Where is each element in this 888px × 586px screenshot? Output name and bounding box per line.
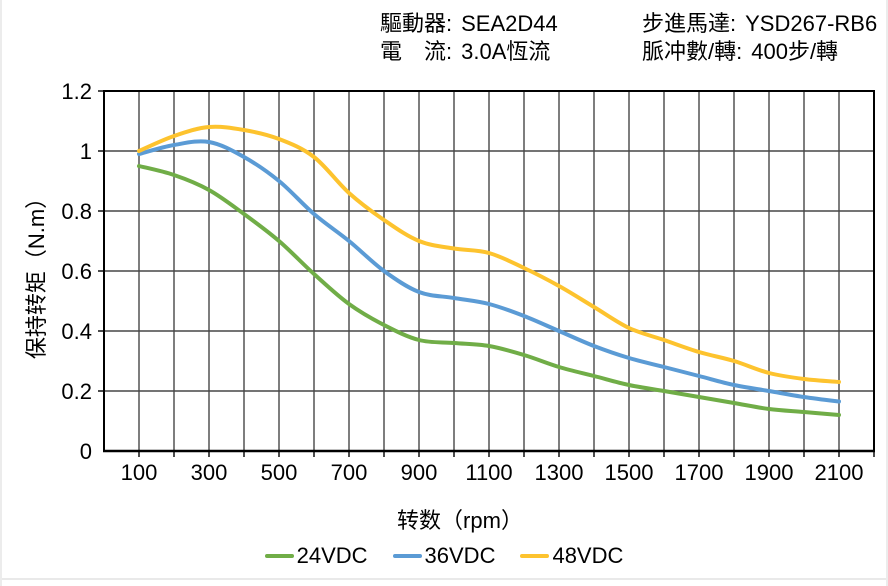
driver-value: SEA2D44	[461, 11, 558, 36]
y-tick-label: 0.8	[61, 199, 92, 224]
x-tick-label: 2100	[815, 460, 864, 485]
x-tick-label: 300	[191, 460, 228, 485]
legend-label-24vdc: 24VDC	[296, 543, 368, 568]
x-tick-label: 500	[261, 460, 298, 485]
y-tick-label: 0	[80, 439, 92, 464]
x-tick-label: 100	[121, 460, 158, 485]
x-axis-title: 转数（rpm）	[397, 508, 523, 533]
pulses-value: 400步/轉	[751, 39, 839, 64]
y-tick-label: 0.6	[61, 259, 92, 284]
legend-label-48vdc: 48VDC	[552, 543, 624, 568]
legend-label-36vdc: 36VDC	[424, 543, 496, 568]
series-line-36vdc	[137, 139, 841, 404]
y-axis-title: 保持转矩（N.m）	[24, 186, 49, 360]
legend-swatch-48vdc	[520, 554, 550, 558]
gridlines	[104, 91, 874, 451]
x-tick-label: 1500	[605, 460, 654, 485]
header-motor-block: 步進馬達: YSD267-RB6 脈冲數/轉: 400步/轉	[642, 10, 877, 66]
x-tick-label: 700	[331, 460, 368, 485]
legend-swatch-36vdc	[392, 554, 422, 558]
current-value: 3.0A恆流	[461, 39, 551, 64]
legend-swatch-24vdc	[264, 554, 294, 558]
series-line-48vdc	[137, 124, 841, 384]
legend-item-48vdc: 48VDC	[520, 543, 623, 569]
x-tick-label: 1300	[535, 460, 584, 485]
driver-label: 驅動器:	[380, 11, 453, 36]
current-row: 電 流: 3.0A恆流	[380, 38, 558, 66]
panel-bottom-edge	[2, 578, 886, 580]
x-tick-label: 1100	[465, 460, 512, 485]
x-tick-label: 900	[401, 460, 438, 485]
motor-label: 步進馬達:	[642, 11, 737, 36]
series-line-24vdc	[137, 164, 841, 417]
header-driver-block: 驅動器: SEA2D44 電 流: 3.0A恆流	[380, 10, 558, 66]
y-tick-labels: 0 0.2 0.4 0.6 0.8 1 1.2	[61, 79, 92, 464]
pulses-label: 脈冲數/轉:	[642, 39, 743, 64]
legend-item-24vdc: 24VDC	[264, 543, 368, 569]
motor-value: YSD267-RB6	[745, 11, 878, 36]
x-tick-label: 1700	[675, 460, 724, 485]
x-tick-labels: 100 300 500 700 900 1100 1300 1500 1700 1900 2100	[121, 460, 864, 485]
legend-item-36vdc: 36VDC	[392, 543, 496, 569]
tick-marks	[98, 90, 875, 457]
y-tick-label: 1	[80, 139, 92, 164]
legend: 24VDC 36VDC 48VDC	[2, 543, 886, 569]
motor-row: 步進馬達: YSD267-RB6	[642, 10, 877, 38]
pulses-row: 脈冲數/轉: 400步/轉	[642, 38, 877, 66]
y-tick-label: 0.2	[61, 379, 92, 404]
driver-row: 驅動器: SEA2D44	[380, 10, 558, 38]
x-tick-label: 1900	[745, 460, 794, 485]
y-tick-label: 1.2	[61, 79, 92, 104]
y-tick-label: 0.4	[61, 319, 92, 344]
current-label: 電 流:	[380, 39, 453, 64]
